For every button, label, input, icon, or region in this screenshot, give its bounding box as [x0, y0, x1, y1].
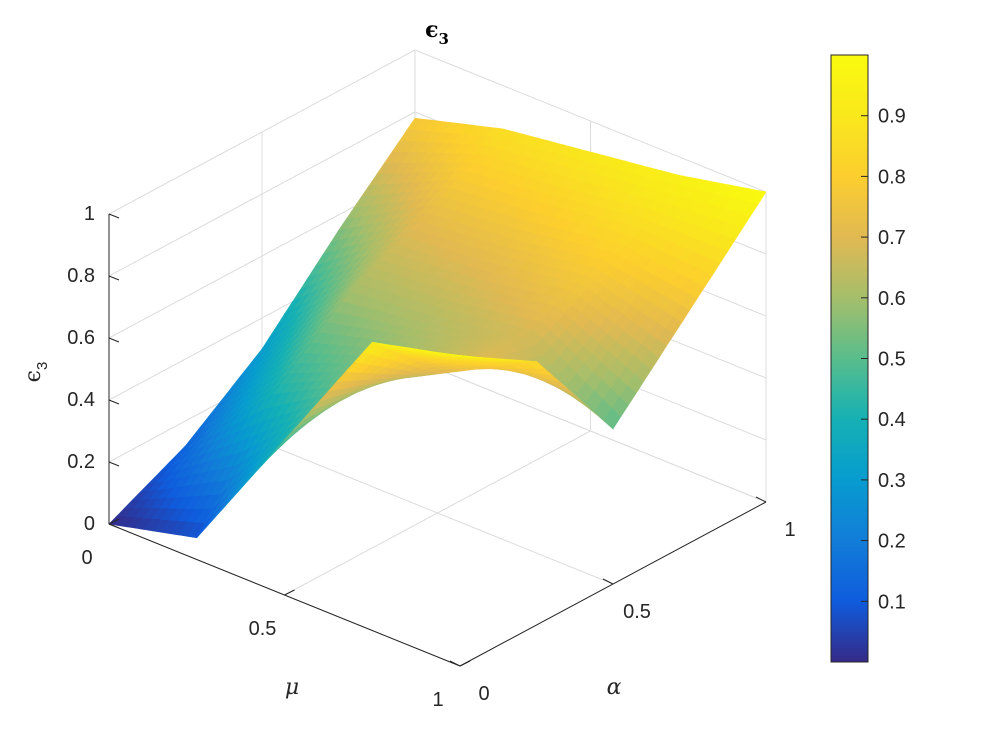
colorbar-tick-label: 0.4	[878, 409, 906, 431]
colorbar: 0.1 0.2 0.3 0.4 0.5 0.6 0.7 0.8 0.9	[830, 54, 906, 663]
z-tick	[108, 461, 120, 467]
colorbar-tick-label: 0.5	[878, 349, 906, 371]
colorbar-tick-label: 0.8	[878, 166, 906, 188]
axes	[108, 213, 767, 667]
alpha-tick-label: 1	[784, 519, 795, 541]
alpha-tick-label: 0.5	[623, 601, 651, 623]
z-tick-label: 0.8	[67, 265, 95, 287]
mu-tick-label: 1	[432, 689, 443, 711]
colorbar-ticks: 0.1 0.2 0.3 0.4 0.5 0.6 0.7 0.8 0.9	[861, 106, 906, 613]
colorbar-tick-label: 0.9	[878, 106, 906, 128]
z-tick	[108, 399, 120, 405]
alpha-tick	[755, 496, 767, 503]
alpha-tick	[449, 660, 461, 667]
x-axis-title: μ	[285, 675, 299, 700]
colorbar-tick-label: 0.3	[878, 470, 906, 492]
colorbar-tick-label: 0.7	[878, 227, 906, 249]
z-tick-label: 1	[84, 203, 95, 225]
colorbar-tick-label: 0.1	[878, 591, 906, 613]
surface	[108, 117, 767, 539]
z-tick-label: 0.4	[67, 389, 95, 411]
colorbar-tick-label: 0.6	[878, 288, 906, 310]
alpha-tick	[602, 578, 614, 585]
z-axis-title: ϵ3	[21, 362, 51, 383]
z-tick	[108, 523, 120, 529]
mu-tick-label: 0	[81, 547, 92, 569]
mu-tick-label: 0.5	[249, 618, 277, 640]
mu-tick	[284, 589, 295, 596]
chart-title: ϵ3	[425, 17, 449, 48]
y-axis-title: α	[607, 675, 622, 700]
z-tick-label: 0.6	[67, 327, 95, 349]
mu-tick	[459, 660, 471, 667]
grid-line	[414, 359, 767, 503]
z-tick	[108, 213, 120, 219]
z-tick	[108, 337, 120, 343]
mu-tick	[108, 518, 120, 525]
colorbar-tick-label: 0.2	[878, 531, 906, 553]
grid-line	[261, 441, 614, 585]
z-tick	[108, 275, 120, 281]
axis-labels: 0 0.2 0.4 0.6 0.8 1 0 0.5 1 0 0.5 1	[67, 203, 795, 711]
z-tick-label: 0.2	[67, 451, 95, 473]
alpha-tick-label: 0	[478, 683, 489, 705]
surface-cell	[451, 354, 468, 357]
z-tick-label: 0	[84, 513, 95, 535]
